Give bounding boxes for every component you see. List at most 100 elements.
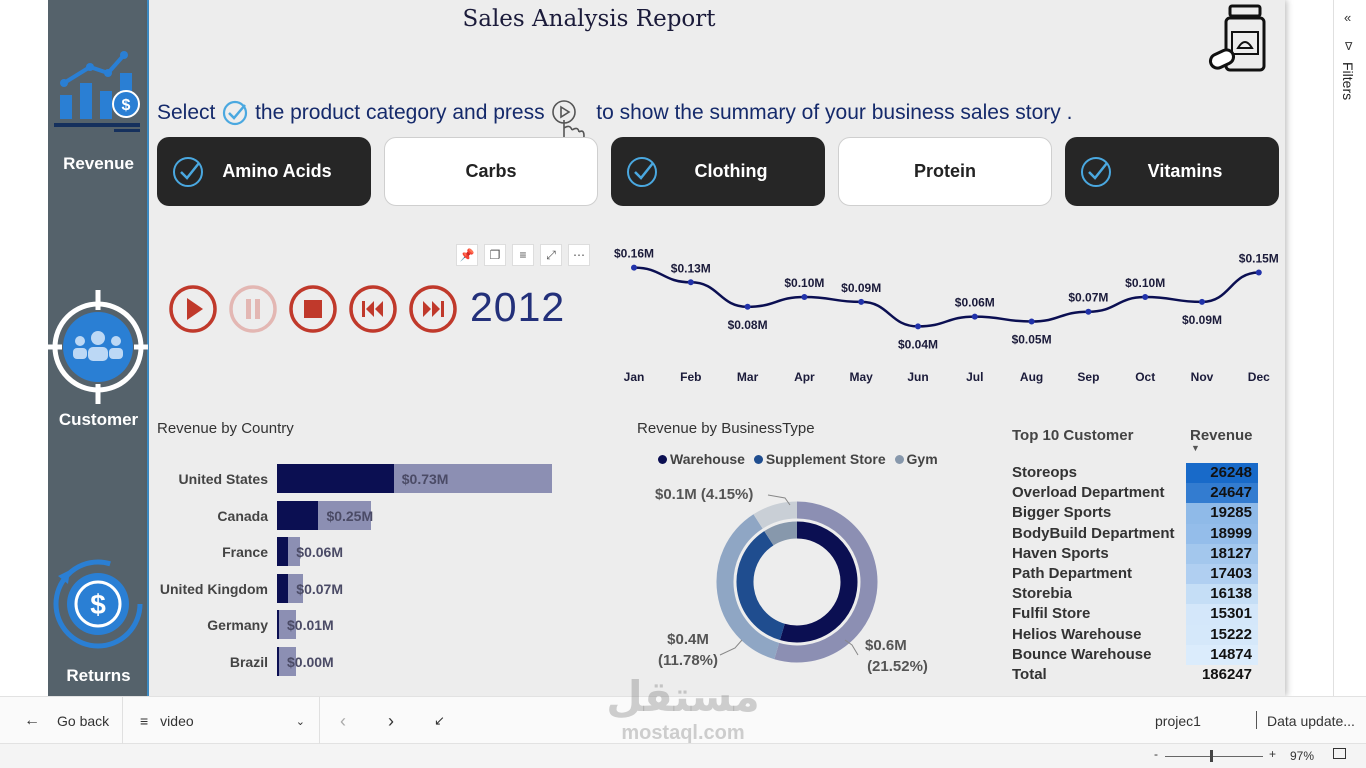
category-button-protein[interactable]: Protein [838,137,1052,206]
customer-revenue: 24647 [1186,483,1258,504]
country-bar-highlight[interactable] [277,610,279,639]
filters-label[interactable]: Filters [1340,62,1356,101]
table-total-row: Total 186247 [1012,665,1262,685]
donut-slice[interactable] [779,521,858,643]
sidebar-item-returns[interactable]: Returns [66,666,131,685]
customer-name: Bigger Sports [1012,504,1112,522]
country-bar-highlight[interactable] [277,573,289,603]
go-back-label: Go back [57,713,110,729]
revenue-icon[interactable]: $ [50,45,146,135]
table-row[interactable]: Bounce Warehouse 14874 [1012,644,1262,665]
pin-icon[interactable]: 📌 [456,244,478,266]
supplement-bottle-icon [1208,4,1266,72]
table-row[interactable]: Path Department 17403 [1012,563,1262,585]
fit-page-icon[interactable] [1333,748,1346,759]
table-row[interactable]: Overload Department 24647 [1012,483,1262,504]
table-row[interactable]: Fulfil Store 15301 [1012,604,1262,625]
previous-page-button[interactable]: ‹ [340,710,346,731]
data-update-status[interactable]: Data update... [1267,713,1355,729]
returns-icon[interactable]: $ [50,556,146,652]
country-bar-highlight[interactable] [277,464,394,493]
next-page-button[interactable]: › [388,710,394,731]
instruction-mid: the product category and press [255,101,545,124]
country-bar-highlight[interactable] [277,646,279,676]
line-point[interactable] [1085,308,1092,315]
donut-outer-slice[interactable] [716,514,780,660]
line-point[interactable] [687,279,694,286]
customer-name: Bounce Warehouse [1012,645,1152,663]
previous-button[interactable] [348,284,398,334]
table-row[interactable]: Storeops 26248 [1012,463,1262,484]
zoom-out-button[interactable]: - [1154,747,1158,761]
donut-value-supplement: $0.4M [667,631,709,648]
line-point[interactable] [915,323,921,330]
go-back-button[interactable]: ← Go back [24,697,109,745]
collapse-pane-icon[interactable]: « [1344,10,1352,25]
stop-button[interactable] [288,284,338,334]
customer-name: Storebia [1012,585,1073,603]
next-button[interactable] [408,284,458,334]
category-button-carbs[interactable]: Carbs [384,137,598,206]
customer-revenue: 26248 [1186,463,1258,484]
check-icon [627,157,657,187]
sort-desc-icon[interactable]: ▼ [1191,443,1200,453]
customer-revenue: 19285 [1186,503,1258,524]
category-button-amino-acids[interactable]: Amino Acids [157,137,371,206]
customer-revenue: 14874 [1186,644,1258,665]
arrow-left-icon: ← [24,712,40,729]
customer-name: Helios Warehouse [1012,625,1142,643]
zoom-in-button[interactable]: + [1269,747,1277,761]
zoom-slider-track[interactable] [1165,756,1263,757]
legend-warehouse[interactable]: Warehouse [670,451,745,468]
column-header-revenue[interactable]: Revenue [1190,427,1253,444]
focus-mode-icon[interactable]: ⤢ [540,244,562,266]
category-button-clothing[interactable]: Clothing [611,137,825,206]
page-dropdown[interactable]: ≡ video ⌄ [140,697,305,745]
donut-slice[interactable] [764,521,798,546]
sidebar-item-revenue[interactable]: Revenue [63,154,134,173]
business-donut-chart [716,501,878,663]
sidebar-item-customer[interactable]: Customer [58,410,139,429]
country-bar[interactable] [277,646,296,676]
table-row[interactable]: BodyBuild Department 18999 [1012,523,1262,544]
filter-icon[interactable]: ≡ [512,244,534,266]
zoom-slider-thumb[interactable] [1210,750,1213,762]
donut-outer-slice[interactable] [774,501,878,663]
customer-target-icon[interactable] [48,288,148,406]
line-point[interactable] [1028,318,1035,325]
line-data-label: $0.15M [1239,252,1279,266]
table-row[interactable]: Haven Sports 18127 [1012,543,1262,564]
donut-slice[interactable] [736,531,786,641]
collapse-icon[interactable]: ↙ [434,713,445,728]
category-button-vitamins[interactable]: Vitamins [1065,137,1279,206]
legend-supplement-store[interactable]: Supplement Store [765,451,886,468]
donut-outer-slice[interactable] [753,501,798,529]
country-bar[interactable] [277,610,296,639]
line-point[interactable] [801,294,808,300]
line-point[interactable] [1142,294,1149,300]
table-header: Top 10 Customer Revenue ▼ [1012,425,1262,463]
legend-gym[interactable]: Gym [906,451,938,468]
line-point[interactable] [631,264,637,271]
table-row[interactable]: Helios Warehouse 15222 [1012,624,1262,645]
line-point[interactable] [744,303,751,310]
more-options-icon[interactable]: ⋯ [568,244,590,266]
country-bar-highlight[interactable] [277,537,289,566]
line-point[interactable] [1255,269,1262,276]
line-point[interactable] [1199,298,1205,305]
play-button[interactable] [168,284,218,334]
country-axis-label: United States [178,471,268,487]
line-point[interactable] [971,313,978,320]
country-bar-value: $0.00M [287,653,334,670]
zoom-level: 97% [1290,749,1315,763]
x-tick-label: Apr [794,370,815,384]
table-row[interactable]: Bigger Sports 19285 [1012,503,1262,524]
line-point[interactable] [858,298,865,305]
copy-icon[interactable]: ❐ [484,244,506,266]
line-data-label: $0.16M [614,247,654,261]
table-row[interactable]: Storebia 16138 [1012,584,1262,605]
pause-button[interactable] [228,284,278,334]
country-bar-highlight[interactable] [277,500,319,530]
line-data-label: $0.10M [784,276,824,290]
filters-pane[interactable] [1333,0,1366,696]
